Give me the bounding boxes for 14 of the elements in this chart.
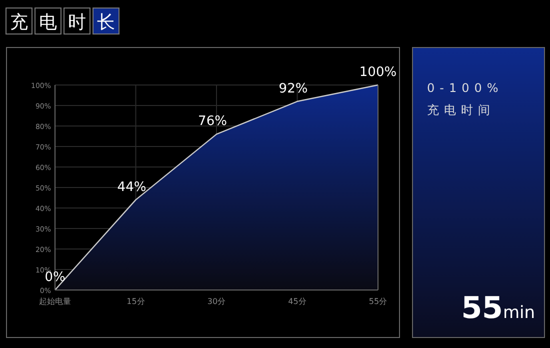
text: 充电时间: [427, 103, 495, 117]
chart-title: 充电时长: [10, 12, 115, 33]
data-label: 76%: [198, 114, 227, 130]
x-tick-label: 15分: [126, 297, 145, 306]
x-tick-label: 45分: [288, 297, 306, 306]
x-tick-label: 30分: [207, 297, 226, 306]
text: 55min: [461, 291, 535, 326]
data-label: 100%: [359, 65, 397, 80]
data-label: 44%: [117, 180, 146, 195]
data-label: 92%: [278, 81, 308, 96]
x-tick-label: 起始电量: [39, 297, 71, 306]
text: 0-100%: [427, 81, 504, 95]
title: 充电时长: [6, 8, 120, 34]
x-tick-label: 55分: [368, 297, 388, 306]
